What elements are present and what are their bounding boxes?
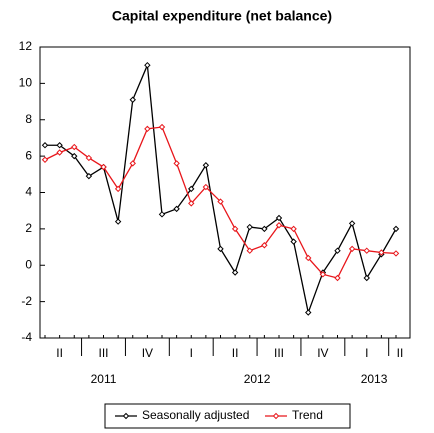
year-label: 2011 xyxy=(91,372,117,386)
point-marker xyxy=(348,245,356,253)
series-line xyxy=(45,64,397,315)
point-marker xyxy=(85,172,93,180)
point-marker xyxy=(188,185,195,193)
chart-title: Capital expenditure (net balance) xyxy=(112,8,332,24)
legend-label: Seasonally adjusted xyxy=(142,408,249,422)
point-marker xyxy=(144,61,151,69)
point-marker xyxy=(85,154,93,162)
point-marker xyxy=(231,225,239,233)
x-tick-label: II xyxy=(232,346,239,360)
point-marker xyxy=(246,247,253,254)
point-marker xyxy=(363,274,370,282)
point-marker xyxy=(261,225,268,233)
legend-box xyxy=(104,403,351,429)
point-marker xyxy=(41,142,49,149)
point-marker xyxy=(290,238,297,245)
y-tick-label: 0 xyxy=(25,257,32,271)
legend-marker xyxy=(122,412,130,420)
point-marker xyxy=(129,160,136,167)
point-marker xyxy=(217,198,224,205)
point-marker xyxy=(246,223,253,231)
point-marker xyxy=(56,149,63,156)
point-marker xyxy=(261,242,268,249)
y-tick-label: 6 xyxy=(25,148,32,162)
point-marker xyxy=(290,225,297,233)
y-tick-label: -2 xyxy=(21,294,32,308)
x-tick-label: III xyxy=(98,346,108,360)
point-marker xyxy=(378,249,385,256)
point-marker xyxy=(392,250,400,257)
x-tick-label: I xyxy=(365,346,368,360)
x-tick-label: IV xyxy=(317,346,328,360)
point-marker xyxy=(158,211,166,218)
point-marker xyxy=(100,163,107,171)
y-tick-label: -4 xyxy=(21,330,32,344)
year-label: 2013 xyxy=(361,372,388,386)
y-tick-label: 8 xyxy=(25,112,32,126)
legend-marker xyxy=(272,412,280,420)
point-marker xyxy=(188,200,195,207)
x-tick-label: II xyxy=(397,346,404,360)
legend-label: Trend xyxy=(292,408,323,422)
point-marker xyxy=(348,220,356,227)
point-marker xyxy=(363,247,370,254)
x-tick-label: I xyxy=(190,346,193,360)
point-marker xyxy=(71,152,78,160)
point-marker xyxy=(202,162,210,169)
point-marker xyxy=(71,143,78,151)
year-label: 2012 xyxy=(244,372,271,386)
y-tick-label: 2 xyxy=(25,221,32,235)
point-marker xyxy=(114,218,122,225)
point-marker xyxy=(305,254,312,262)
plot-frame xyxy=(39,46,411,339)
y-tick-label: 4 xyxy=(25,185,32,199)
point-marker xyxy=(217,245,224,253)
point-marker xyxy=(129,96,136,103)
point-marker xyxy=(319,271,327,278)
point-marker xyxy=(231,269,239,276)
x-tick-label: III xyxy=(274,346,284,360)
point-marker xyxy=(144,125,151,133)
point-marker xyxy=(275,214,283,222)
point-marker xyxy=(41,156,49,163)
point-marker xyxy=(305,309,312,316)
x-tick-label: IV xyxy=(142,346,153,360)
point-marker xyxy=(334,274,341,282)
point-marker xyxy=(158,123,166,131)
y-tick-label: 10 xyxy=(19,76,33,90)
y-tick-label: 12 xyxy=(19,39,33,53)
point-marker xyxy=(173,205,180,213)
point-marker xyxy=(173,160,180,167)
x-tick-label: II xyxy=(56,346,63,360)
point-marker xyxy=(392,225,400,233)
point-marker xyxy=(202,183,210,191)
point-marker xyxy=(334,247,341,254)
point-marker xyxy=(275,222,283,229)
point-marker xyxy=(56,142,63,149)
point-marker xyxy=(114,185,122,193)
